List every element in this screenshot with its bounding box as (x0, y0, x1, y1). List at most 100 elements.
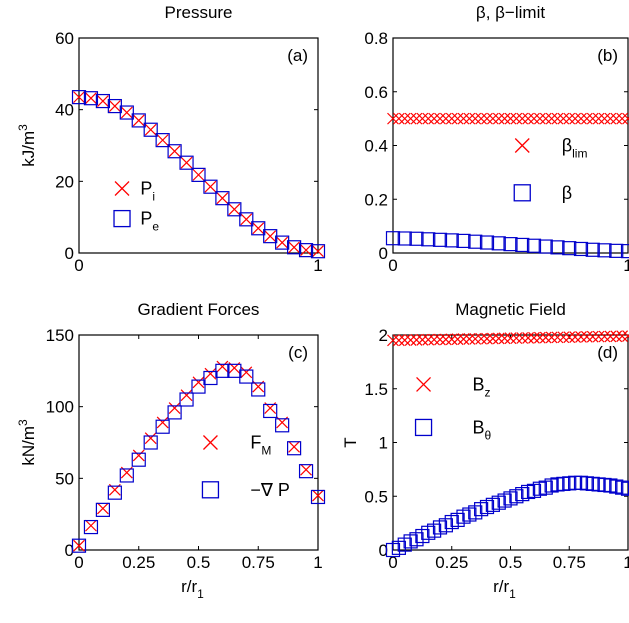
point-square-marker (432, 520, 448, 535)
point-square-marker (155, 133, 170, 148)
panel-label: (c) (288, 343, 308, 362)
point-square-marker (450, 512, 465, 528)
point-x-marker (545, 112, 558, 125)
point-square-marker (421, 232, 436, 247)
point-square-marker (385, 542, 401, 558)
point-square-marker (468, 505, 483, 520)
legend-x-marker (202, 435, 218, 450)
panel-2: β, β−limit (b) 0 1 0 0.2 0.4 0.6 0.8 βlim β (364, 3, 629, 275)
point-x-marker (592, 330, 605, 343)
x-axis-label: r/r1 (493, 577, 516, 601)
y-tick-label: 0.4 (364, 137, 388, 156)
point-x-marker (445, 333, 458, 346)
series-marks (71, 360, 326, 553)
point-square-marker (597, 477, 612, 493)
point-x-marker (492, 332, 505, 345)
point-x-marker (475, 112, 488, 125)
legend-entry-label: FM (250, 433, 271, 458)
series-marks (385, 330, 629, 558)
legend-x-marker (416, 376, 432, 392)
legend-square-marker (201, 481, 220, 499)
point-square-marker (143, 435, 158, 450)
point-square-marker (83, 519, 99, 535)
point-square-marker (550, 477, 565, 492)
point-square-marker (155, 419, 170, 434)
point-square-marker (509, 489, 524, 504)
point-square-marker (298, 464, 314, 479)
point-square-marker (597, 243, 612, 258)
legend-entry-label: β (562, 183, 572, 203)
point-square-marker (409, 231, 424, 246)
point-square-marker (179, 155, 194, 170)
point-x-marker (557, 112, 570, 125)
x-tick-label: 0 (388, 553, 397, 572)
point-x-marker (539, 331, 552, 344)
axes-frame (78, 334, 319, 551)
x-tick-label: 1 (313, 256, 322, 275)
point-x-marker (168, 402, 181, 415)
point-square-marker (131, 452, 146, 467)
point-square-marker (479, 235, 495, 250)
point-square-marker (167, 405, 182, 420)
point-x-marker (434, 333, 446, 346)
point-x-marker (580, 330, 593, 343)
point-x-marker (557, 331, 570, 344)
point-square-marker (215, 363, 230, 378)
point-x-marker (85, 519, 97, 532)
point-x-marker (156, 416, 169, 429)
point-square-marker (71, 538, 87, 553)
point-x-marker (216, 192, 229, 205)
point-x-marker (416, 112, 429, 125)
point-x-marker (434, 112, 446, 125)
point-x-marker (486, 112, 499, 125)
y-tick-label: 1.5 (364, 380, 388, 399)
point-square-marker (310, 489, 326, 505)
legend-entry-label: Pe (140, 209, 159, 234)
point-square-marker (310, 244, 326, 259)
point-square-marker (107, 485, 122, 500)
point-x-marker (586, 112, 599, 125)
point-square-marker (556, 476, 571, 491)
point-square-marker (203, 179, 218, 194)
point-square-marker (515, 237, 530, 253)
point-x-marker (216, 360, 229, 373)
point-square-marker (215, 191, 230, 206)
point-x-marker (469, 112, 482, 125)
point-x-marker (563, 112, 576, 125)
point-square-marker (397, 537, 412, 552)
legend-square-marker (513, 184, 531, 202)
point-square-marker (532, 481, 547, 496)
point-square-marker (287, 441, 302, 456)
point-x-marker (192, 168, 205, 181)
point-x-marker (604, 112, 617, 125)
point-x-marker (404, 112, 417, 125)
point-x-marker (551, 331, 564, 344)
point-x-marker (204, 180, 217, 193)
point-square-marker (203, 370, 218, 386)
legend: βlim β (513, 136, 588, 203)
point-x-marker (398, 112, 411, 125)
point-x-marker (132, 449, 145, 462)
point-x-marker (498, 332, 511, 345)
point-square-marker (397, 231, 412, 246)
point-square-marker (95, 93, 111, 109)
point-square-marker (385, 231, 401, 246)
point-x-marker (312, 245, 324, 258)
chart-title: Magnetic Field (455, 300, 566, 319)
point-x-marker (252, 222, 265, 235)
point-square-marker (227, 363, 242, 378)
point-x-marker (276, 236, 289, 249)
legend-entry-label: βlim (562, 136, 588, 161)
point-x-marker (192, 376, 205, 389)
legend: Pi Pe (113, 179, 159, 234)
point-square-marker (491, 495, 506, 510)
x-tick-label: 0 (388, 256, 397, 275)
x-tick-label: 0.25 (435, 553, 468, 572)
legend-entry-label: Bz (472, 374, 490, 399)
point-x-marker (610, 112, 623, 125)
point-x-marker (616, 112, 629, 125)
point-x-marker (451, 333, 464, 346)
point-x-marker (592, 112, 605, 125)
point-x-marker (586, 330, 599, 343)
